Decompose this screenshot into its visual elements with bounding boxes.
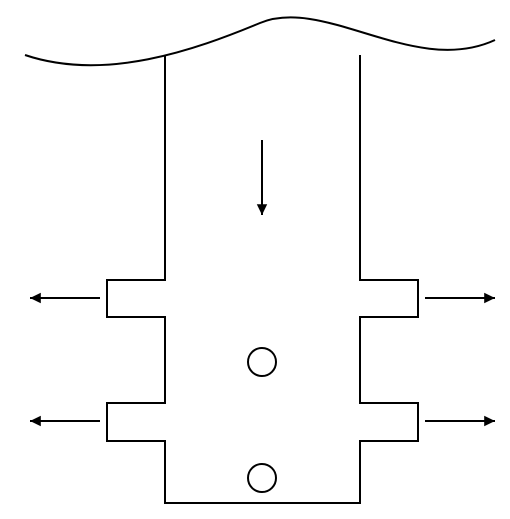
flow-diagram bbox=[0, 0, 510, 519]
